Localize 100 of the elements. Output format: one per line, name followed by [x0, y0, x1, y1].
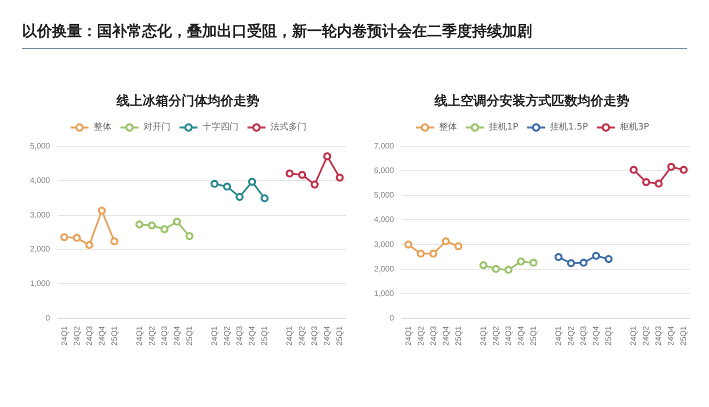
- x-tick-label: 24Q1: [285, 325, 294, 346]
- x-tick-label: 24Q4: [441, 325, 450, 346]
- y-tick-label: 3,000: [374, 240, 395, 249]
- legend-label: 整体: [94, 122, 112, 132]
- point: [110, 237, 118, 246]
- x-tick-label: 25Q1: [260, 325, 270, 346]
- point: [454, 242, 462, 250]
- y-tick-label: 2,000: [374, 264, 395, 274]
- point: [479, 261, 488, 270]
- x-tick-label: 24Q2: [72, 325, 82, 346]
- point: [630, 166, 638, 174]
- x-tick-label: 24Q2: [491, 325, 500, 346]
- point: [336, 174, 344, 182]
- x-tick-label: 24Q2: [298, 325, 307, 346]
- point: [85, 241, 94, 250]
- point: [160, 225, 168, 234]
- x-tick-label: 24Q4: [666, 325, 676, 346]
- point: [429, 250, 438, 258]
- point: [567, 259, 576, 268]
- x-tick-label: 24Q2: [222, 325, 232, 346]
- point: [60, 233, 68, 242]
- legend-label: 柜机3P: [618, 122, 650, 132]
- x-tick-label: 24Q4: [97, 325, 106, 346]
- x-tick-label: 24Q3: [84, 325, 94, 346]
- point: [135, 220, 144, 228]
- y-tick-label: 5,000: [374, 190, 395, 200]
- chart-title: 线上冰箱分门体均价走势: [116, 93, 260, 109]
- x-tick-label: 24Q3: [160, 325, 169, 346]
- x-tick-label: 24Q3: [235, 325, 244, 346]
- legend-label: 对开门: [144, 122, 170, 132]
- x-tick-label: 25Q1: [184, 325, 194, 346]
- y-tick-label: 4,000: [374, 215, 395, 224]
- x-tick-label: 24Q4: [322, 325, 332, 346]
- point: [667, 162, 676, 171]
- point: [223, 182, 232, 191]
- point: [604, 255, 613, 264]
- x-tick-label: 24Q4: [248, 325, 257, 346]
- point: [72, 234, 81, 242]
- y-tick-label: 2,000: [30, 244, 51, 254]
- x-tick-label: 24Q2: [642, 325, 651, 346]
- legend-label: 整体: [438, 122, 457, 132]
- x-tick-label: 24Q3: [428, 325, 438, 346]
- point: [185, 232, 194, 240]
- point: [492, 264, 500, 273]
- x-tick-label: 24Q3: [310, 325, 320, 346]
- x-tick-label: 24Q2: [566, 325, 576, 346]
- x-tick-label: 24Q4: [592, 325, 601, 346]
- point: [248, 178, 256, 186]
- x-tick-label: 24Q2: [147, 325, 156, 346]
- y-tick-label: 3,000: [30, 210, 51, 220]
- point: [554, 253, 563, 262]
- point: [642, 178, 650, 186]
- x-tick-label: 25Q1: [679, 325, 688, 346]
- point: [404, 240, 412, 249]
- legend-label: 挂机1.5P: [550, 122, 588, 132]
- point: [210, 180, 219, 188]
- x-tick-label: 25Q1: [335, 325, 344, 346]
- x-tick-label: 24Q1: [134, 325, 144, 346]
- y-tick-label: 1,000: [30, 279, 51, 288]
- point: [516, 257, 525, 266]
- y-tick-label: 0: [46, 314, 51, 322]
- point: [442, 237, 450, 246]
- x-tick-label: 25Q1: [454, 325, 463, 346]
- x-tick-label: 24Q3: [504, 325, 513, 346]
- point: [98, 206, 106, 215]
- x-tick-label: 24Q1: [629, 325, 638, 346]
- y-tick-label: 1,000: [374, 288, 395, 298]
- point: [172, 218, 181, 226]
- point: [310, 180, 319, 189]
- x-tick-label: 25Q1: [528, 325, 538, 346]
- point: [148, 221, 156, 230]
- point: [236, 192, 244, 201]
- y-tick-label: 5,000: [30, 142, 51, 150]
- y-tick-label: 0: [390, 314, 395, 322]
- point: [580, 258, 588, 267]
- point: [654, 180, 663, 188]
- legend-label: 法式多门: [270, 122, 306, 132]
- point: [260, 194, 269, 202]
- point: [529, 258, 538, 267]
- point: [416, 250, 425, 258]
- y-tick-label: 6,000: [374, 166, 395, 176]
- x-tick-label: 24Q1: [478, 325, 488, 346]
- x-tick-label: 24Q4: [516, 325, 526, 346]
- point: [592, 252, 600, 260]
- point: [286, 170, 294, 178]
- legend-label: 挂机1P: [488, 122, 519, 132]
- point: [680, 166, 688, 174]
- x-tick-label: 24Q4: [172, 325, 182, 346]
- x-tick-label: 24Q1: [404, 325, 413, 346]
- x-tick-label: 24Q2: [416, 325, 426, 346]
- point: [298, 170, 306, 179]
- y-tick-label: 7,000: [374, 142, 395, 150]
- x-tick-label: 24Q1: [554, 325, 564, 346]
- text: 以价换量：国补常态化，叠加出口受阻，新一轮内卷预计会在二季度持续加剧: [22, 22, 532, 41]
- x-tick-label: 24Q1: [210, 325, 220, 346]
- y-tick-label: 4,000: [30, 176, 51, 185]
- point: [504, 266, 512, 274]
- point: [323, 152, 332, 160]
- x-tick-label: 25Q1: [110, 325, 119, 346]
- x-tick-label: 24Q3: [654, 325, 664, 346]
